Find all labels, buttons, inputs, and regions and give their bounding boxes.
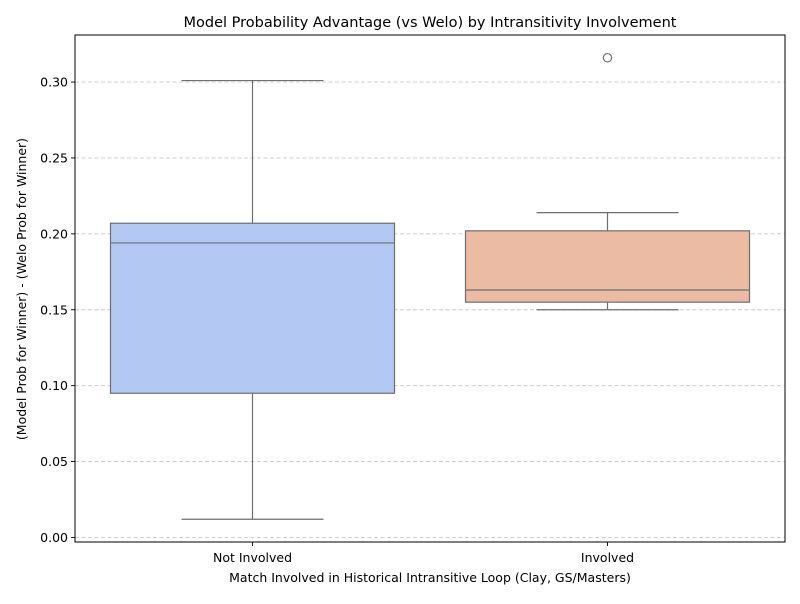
y-axis-label: (Model Prob for Winner) - (Welo Prob for… (14, 138, 29, 440)
y-tick-label-6: 0.30 (40, 75, 68, 90)
chart-title: Model Probability Advantage (vs Welo) by… (184, 15, 677, 31)
box-2-outlier-1 (602, 53, 613, 63)
plot-frame (74, 34, 786, 543)
y-tick-label-5: 0.25 (40, 150, 68, 165)
box-1-iqr-box (109, 222, 396, 394)
y-tick-label-3: 0.15 (40, 302, 68, 317)
y-tick-label-0: 0.00 (40, 530, 68, 545)
x-tick-label-2: Involved (581, 550, 634, 565)
axes: Not Involved Involved 0.00 0.05 0.10 0.15 0.20… (40, 34, 786, 565)
y-tick-label-1: 0.05 (40, 454, 68, 469)
x-tick-label-1: Not Involved (213, 550, 292, 565)
box-2-iqr-box (464, 230, 751, 303)
y-tick-label-4: 0.20 (40, 226, 68, 241)
y-tick-label-2: 0.10 (40, 378, 68, 393)
boxes (109, 53, 751, 520)
x-axis-label: Match Involved in Historical Intransitiv… (229, 570, 631, 585)
